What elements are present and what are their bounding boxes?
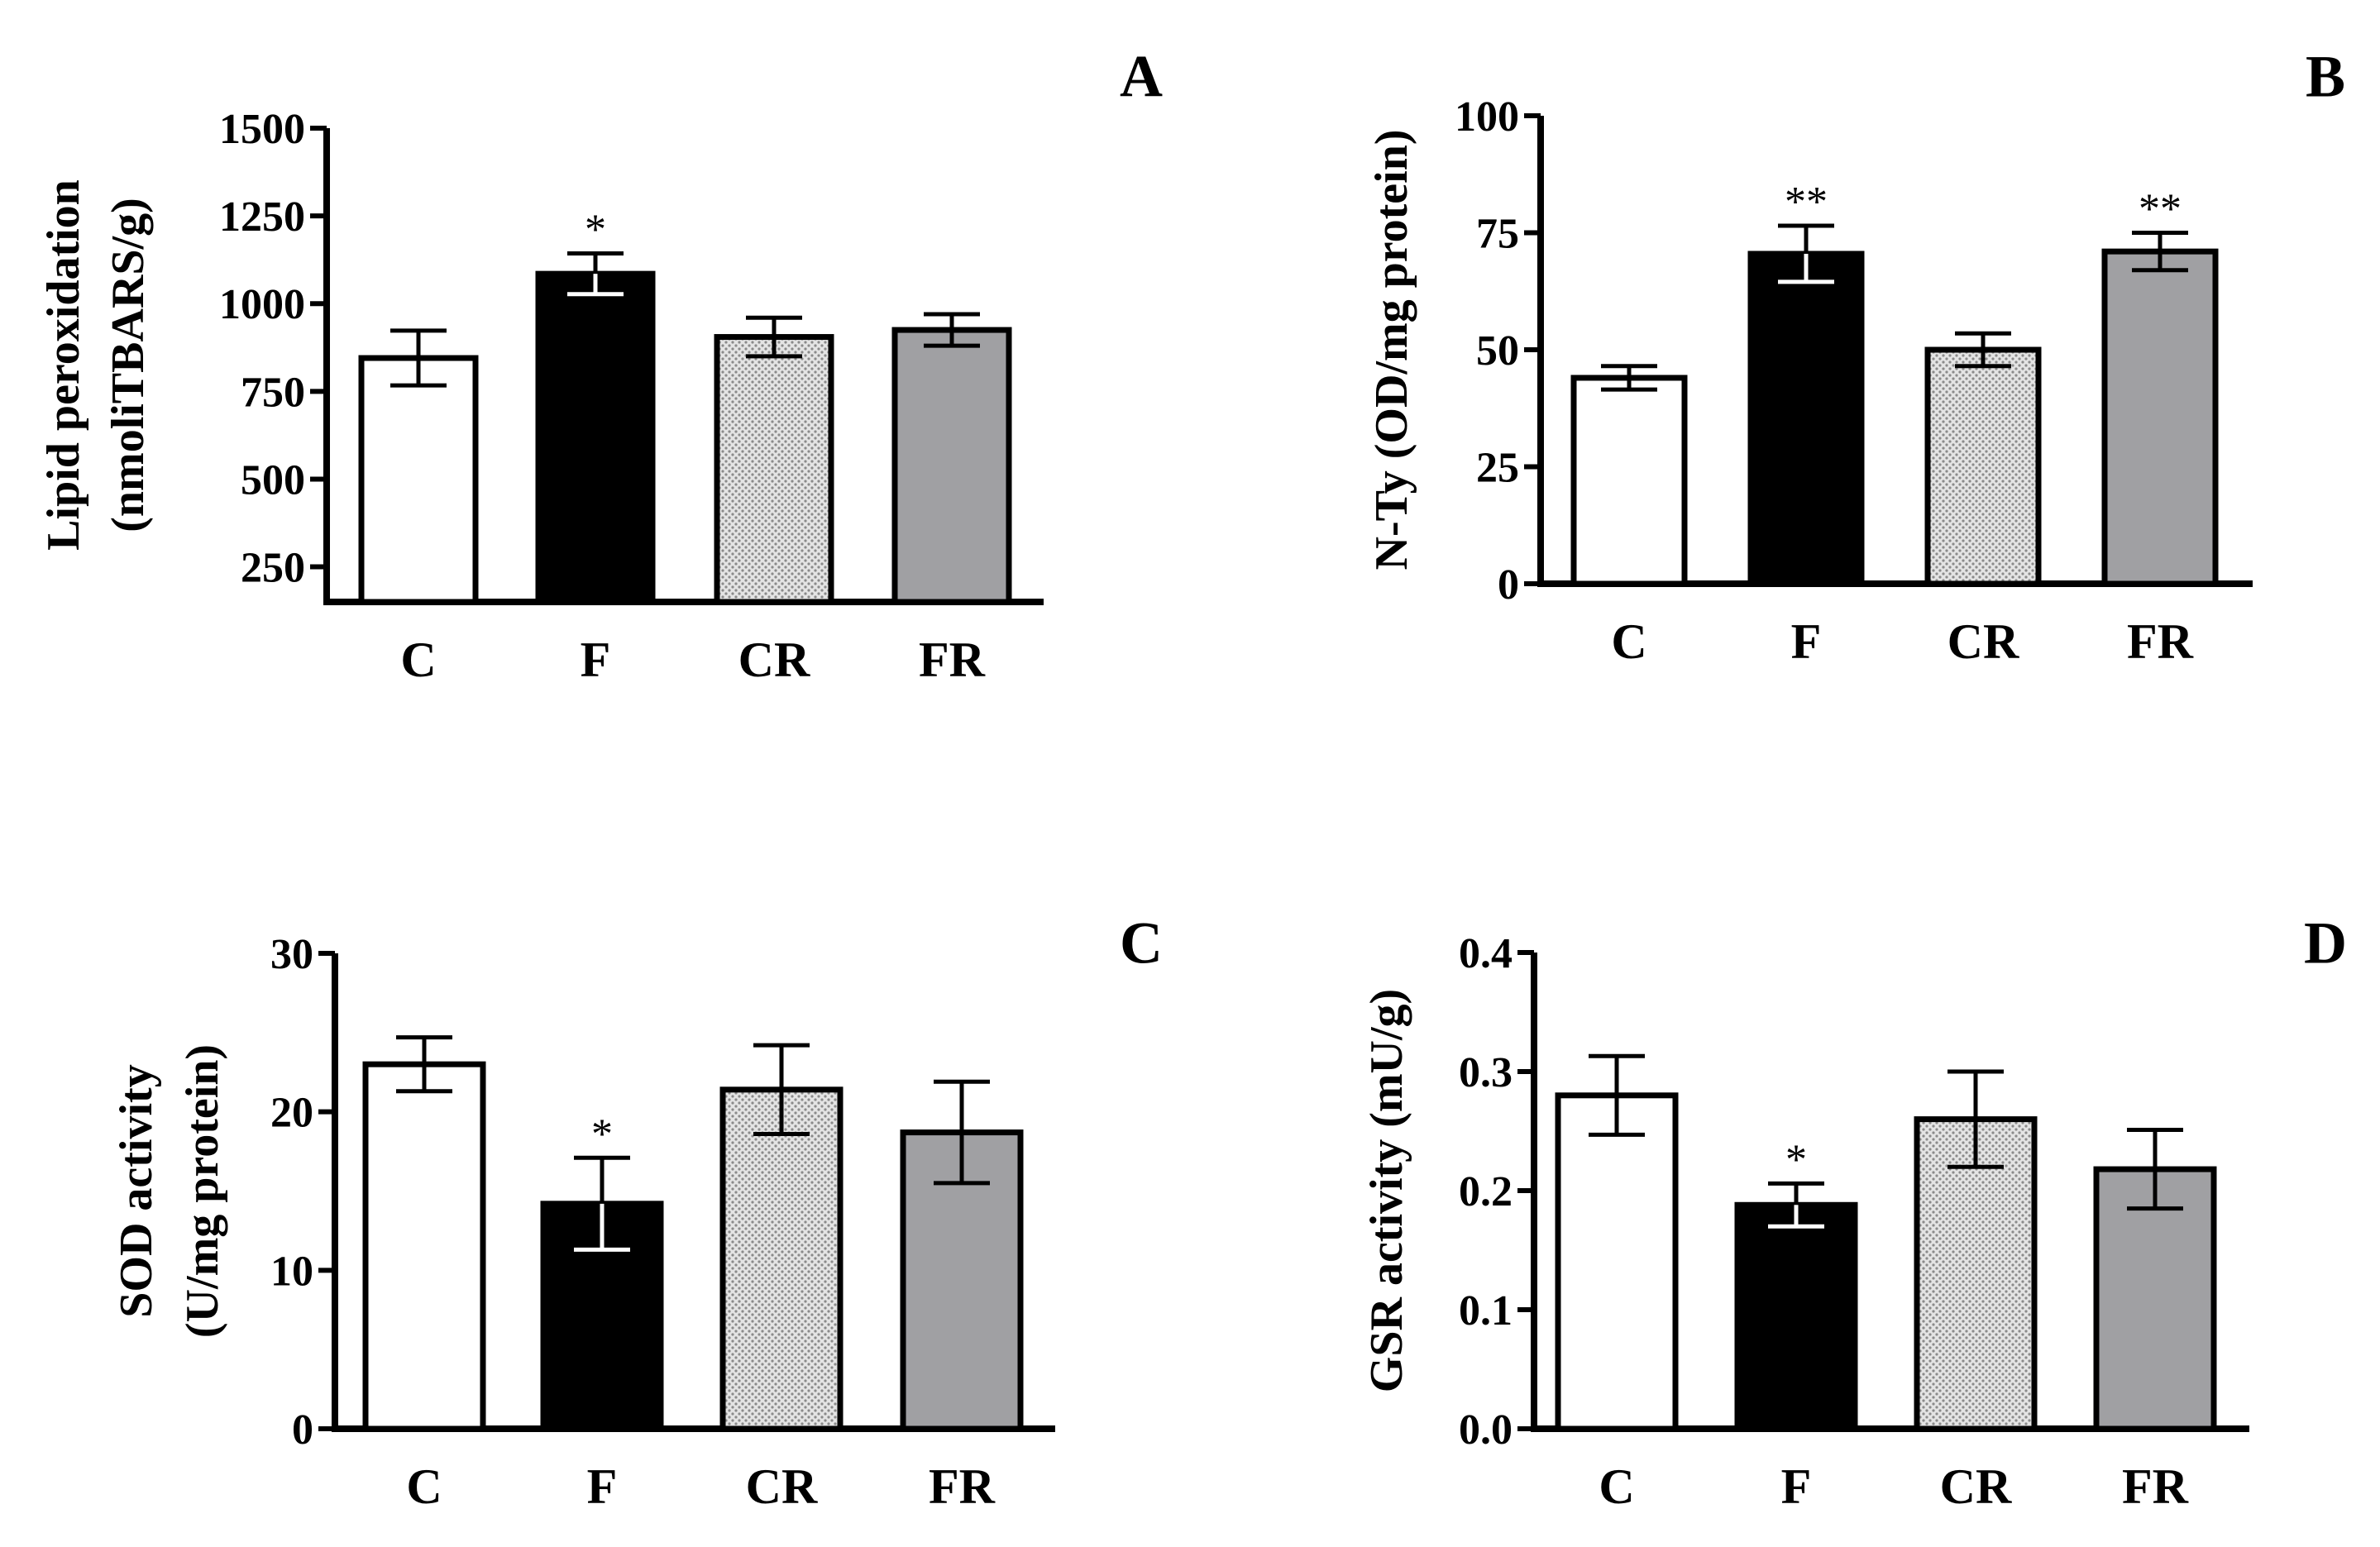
y-tick-label: 75 <box>1476 211 1519 258</box>
y-tick-label: 1500 <box>219 106 305 153</box>
panel-letter: A <box>1120 44 1163 110</box>
x-tick-label: C <box>406 1459 442 1514</box>
y-tick-label: 50 <box>1476 327 1519 375</box>
significance-marker: ** <box>1785 179 1828 226</box>
x-tick-label: CR <box>738 633 810 687</box>
bar-cr <box>1914 1116 2038 1432</box>
y-tick-label: 0.3 <box>1459 1049 1513 1096</box>
bar-f <box>535 270 656 605</box>
bar-fr <box>2093 1166 2217 1432</box>
chart-panel-a: 250 500 750 1000 1250 1500 Lipid peroxidation (… <box>38 44 1163 687</box>
y-tick-label: 20 <box>270 1090 313 1137</box>
x-tick-label: F <box>1781 1459 1812 1514</box>
y-tick-label: 0 <box>1498 561 1519 609</box>
bar-f <box>1747 251 1865 587</box>
y-axis-title: N-Ty (OD/mg protein) <box>1366 130 1417 571</box>
y-tick-label: 750 <box>241 369 305 416</box>
y-tick-label: 500 <box>241 456 305 504</box>
bar-fr <box>891 327 1012 605</box>
bar-c <box>1555 1092 1679 1432</box>
x-tick-label: FR <box>929 1459 996 1514</box>
panel-letter: B <box>2306 44 2345 110</box>
x-tick-label: CR <box>1947 614 2019 669</box>
y-axis-title: (nmoliTBARS/g) <box>103 198 154 532</box>
y-tick-label: 0.1 <box>1459 1287 1513 1335</box>
x-tick-label: C <box>1611 614 1646 669</box>
bar-f <box>1734 1201 1858 1432</box>
bar-cr <box>714 334 834 605</box>
y-tick-label: 100 <box>1455 93 1519 141</box>
y-axis-title: (U/mg protein) <box>177 1044 228 1338</box>
x-tick-label: C <box>1599 1459 1634 1514</box>
y-tick-label: 0.2 <box>1459 1168 1513 1215</box>
x-tick-label: CR <box>746 1459 818 1514</box>
x-tick-label: F <box>587 1459 618 1514</box>
y-tick-label: 250 <box>241 545 305 592</box>
significance-marker: * <box>591 1110 613 1158</box>
y-axis-title: Lipid peroxidation <box>38 179 89 551</box>
x-tick-label: FR <box>2127 614 2194 669</box>
bar-c <box>362 1061 486 1432</box>
bar-cr <box>719 1086 844 1432</box>
y-tick-label: 25 <box>1476 445 1519 492</box>
panel-letter: D <box>2304 910 2347 976</box>
bar-c <box>1570 375 1688 587</box>
chart-panel-d: 0.0 0.1 0.2 0.3 0.4 GSR activity (mU/g) D C * F CR… <box>1361 910 2347 1514</box>
y-tick-label: 0 <box>292 1406 313 1454</box>
x-tick-label: F <box>581 633 611 687</box>
x-tick-label: CR <box>1940 1459 2012 1514</box>
x-tick-label: FR <box>2122 1459 2189 1514</box>
y-tick-label: 10 <box>270 1248 313 1295</box>
y-tick-label: 0.4 <box>1459 930 1513 977</box>
significance-marker: * <box>1785 1136 1807 1183</box>
bar-cr <box>1924 346 2042 587</box>
y-axis-title: SOD activity <box>111 1064 162 1317</box>
significance-marker: ** <box>2139 186 2182 233</box>
x-tick-label: C <box>400 633 436 687</box>
y-axis-title: GSR activity (mU/g) <box>1361 989 1412 1392</box>
y-tick-label: 0.0 <box>1459 1406 1513 1454</box>
panel-letter: C <box>1120 910 1163 976</box>
x-tick-label: FR <box>919 633 986 687</box>
y-tick-label: 30 <box>270 931 313 978</box>
y-tick-label: 1250 <box>219 193 305 241</box>
y-tick-label: 1000 <box>219 281 305 328</box>
chart-panel-b: 0 25 50 75 100 N-Ty (OD/mg protein) B C ** F CR ** F… <box>1366 44 2345 669</box>
x-tick-label: F <box>1791 614 1822 669</box>
bar-c <box>358 355 479 605</box>
significance-marker: * <box>585 207 606 254</box>
chart-panel-c: 0 10 20 30 SOD activity (U/mg protein) C C * F CR F… <box>111 910 1163 1514</box>
bar-fr <box>2101 248 2219 587</box>
